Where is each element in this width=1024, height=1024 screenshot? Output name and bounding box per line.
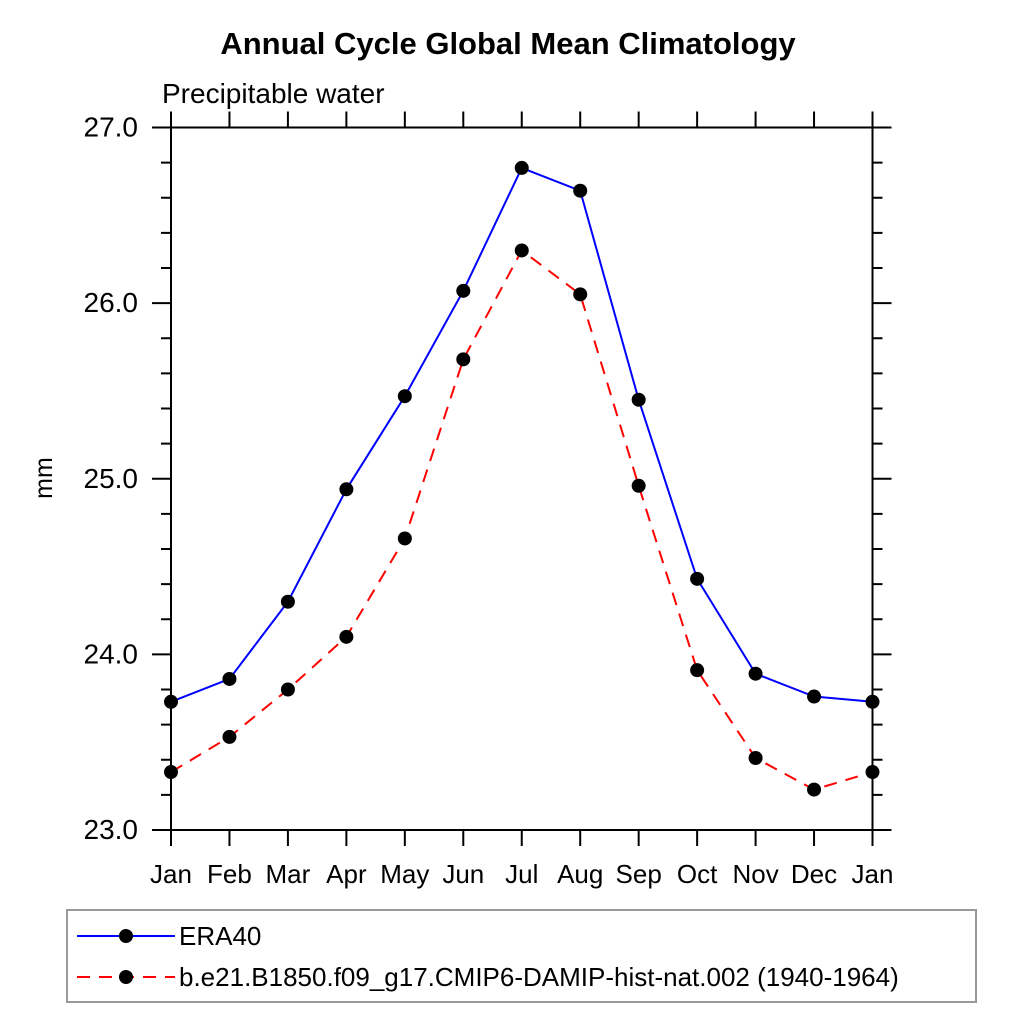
data-point-marker-0 [280,594,295,609]
data-point-marker-1 [222,729,237,744]
data-point-marker-0 [222,671,237,686]
data-point-marker-0 [690,571,705,586]
x-tick-label: Feb [207,859,252,889]
data-point-marker-1 [397,531,412,546]
series-line-1 [170,248,873,791]
data-point-marker-1 [280,682,295,697]
x-tick-label: Jul [505,859,538,889]
x-tick-label: May [380,859,429,889]
data-point-marker-0 [164,694,178,709]
chart-title: Annual Cycle Global Mean Climatology [220,26,796,61]
data-point-marker-1 [514,243,529,258]
data-point-marker-1 [573,287,588,302]
legend-sample-marker [119,928,133,943]
legend-line-era40-icon [77,928,175,943]
y-axis-label: mm [30,457,58,499]
plot-frame [170,126,874,831]
legend-row-model: b.e21.B1850.f09_g17.CMIP6-DAMIP-hist-nat… [75,956,975,997]
data-point-marker-0 [573,183,588,198]
x-tick-label: Jan [150,859,192,889]
x-tick-label: Dec [791,859,837,889]
x-tick-label: Aug [557,859,603,889]
data-point-marker-0 [514,160,529,175]
data-point-marker-1 [865,765,880,780]
data-point-marker-1 [748,750,763,765]
data-point-marker-1 [164,765,178,780]
legend-label-model: b.e21.B1850.f09_g17.CMIP6-DAMIP-hist-nat… [179,961,899,992]
data-point-marker-0 [748,666,763,681]
data-point-marker-0 [456,283,471,298]
x-tick-label: Nov [732,859,778,889]
data-point-marker-1 [690,663,705,678]
legend: ERA40 b.e21.B1850.f09_g17.CMIP6-DAMIP-hi… [66,909,977,1003]
legend-sample-marker [119,969,133,984]
x-tick-label: Apr [326,859,367,889]
y-tick-label: 25.0 [84,463,139,494]
data-point-marker-0 [807,689,822,704]
y-tick-label: 24.0 [84,638,139,669]
legend-row-era40: ERA40 [75,915,975,956]
data-point-marker-1 [339,629,354,644]
data-point-marker-0 [397,389,412,404]
y-tick-label: 27.0 [84,112,139,143]
data-point-marker-1 [631,478,646,493]
x-tick-label: Jan [852,859,894,889]
data-point-marker-1 [807,782,822,797]
legend-label-era40: ERA40 [179,920,262,951]
x-tick-label: Jun [442,859,484,889]
x-tick-label: Oct [677,859,718,889]
x-tick-label: Mar [266,859,311,889]
x-tick-label: Sep [616,859,662,889]
y-tick-label: 26.0 [84,287,139,318]
data-point-marker-0 [339,482,354,497]
data-point-marker-1 [456,352,471,367]
y-tick-label: 23.0 [84,814,139,845]
legend-line-model-icon [77,969,175,984]
data-point-marker-0 [865,694,880,709]
chart-subtitle: Precipitable water [162,78,385,109]
data-point-marker-0 [631,392,646,407]
